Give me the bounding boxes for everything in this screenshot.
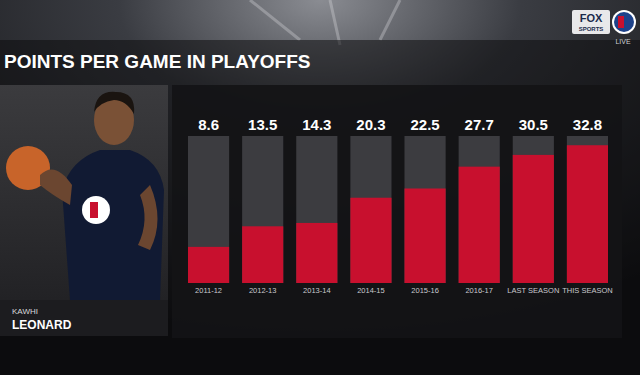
network-name: FOX	[580, 12, 603, 24]
x-tick-label: LAST SEASON	[507, 286, 559, 295]
column-frame	[242, 136, 283, 283]
x-tick-label: 2014-15	[357, 286, 385, 295]
x-tick-label: 2011-12	[195, 286, 222, 295]
team-logo-mark	[618, 16, 624, 28]
x-tick-label: 2015-16	[411, 286, 439, 295]
chart-panel	[172, 85, 622, 338]
jersey	[62, 150, 164, 300]
data-label: 14.3	[302, 116, 331, 133]
data-label: 30.5	[519, 116, 548, 133]
x-tick-label: 2016-17	[465, 286, 493, 295]
column-frame	[459, 136, 500, 283]
column-frame	[567, 136, 608, 283]
bar	[405, 189, 446, 284]
arena-light	[380, 0, 400, 40]
bar	[242, 226, 283, 283]
backdrop-shade	[0, 40, 640, 340]
player-last-name: LEONARD	[12, 318, 72, 332]
network-name: SPORTS	[579, 26, 604, 32]
column-frame	[188, 136, 229, 283]
chart-svg: POINTS PER GAME IN PLAYOFFS FOX SPORTS LIVE…	[0, 0, 640, 375]
bar	[296, 223, 337, 283]
arm	[138, 185, 158, 250]
live-indicator: LIVE	[615, 38, 631, 45]
column-frame	[513, 136, 554, 283]
background	[0, 0, 640, 375]
player-first-name: KAWHI	[12, 307, 38, 316]
arena-light	[250, 0, 300, 40]
jersey-logo-mark	[90, 202, 98, 218]
network-logo	[572, 10, 610, 34]
data-label: 8.6	[198, 116, 219, 133]
team-logo-inner	[614, 12, 634, 32]
bar	[567, 145, 608, 283]
data-label: 22.5	[410, 116, 439, 133]
chart-root: POINTS PER GAME IN PLAYOFFS FOX SPORTS LIVE…	[0, 0, 640, 375]
name-plate	[0, 300, 168, 336]
column-frame	[350, 136, 391, 283]
arm	[40, 169, 72, 205]
bar	[350, 198, 391, 283]
hair	[94, 92, 134, 114]
data-label: 27.7	[465, 116, 494, 133]
data-label: 32.8	[573, 116, 602, 133]
player-panel	[0, 85, 168, 300]
player-photo	[6, 92, 164, 300]
arena-light	[330, 0, 340, 45]
column-frame	[405, 136, 446, 283]
data-label: 20.3	[356, 116, 385, 133]
x-tick-label: THIS SEASON	[562, 286, 612, 295]
bar	[513, 155, 554, 283]
bar	[459, 167, 500, 283]
bars	[188, 145, 608, 283]
x-tick-label: 2012-13	[249, 286, 277, 295]
chart-title: POINTS PER GAME IN PLAYOFFS	[4, 51, 311, 72]
jersey-logo	[82, 196, 110, 224]
column-frame	[296, 136, 337, 283]
team-logo	[612, 10, 636, 34]
x-tick-label: 2013-14	[303, 286, 331, 295]
bar	[188, 247, 229, 283]
data-label: 13.5	[248, 116, 277, 133]
